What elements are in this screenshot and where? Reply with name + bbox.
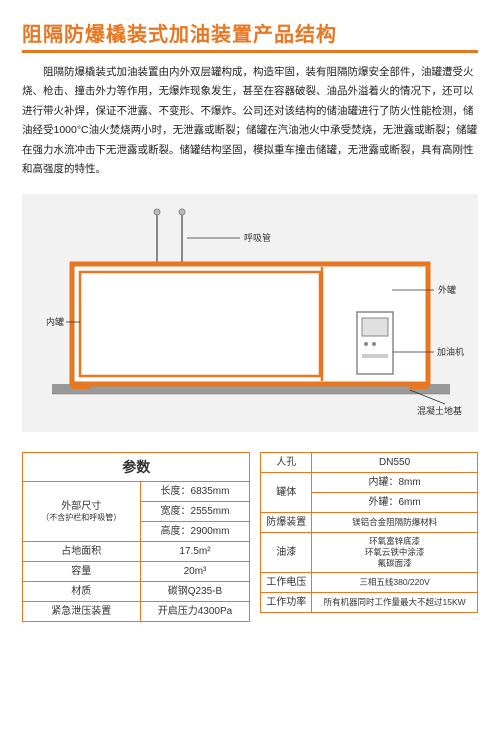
- cell: 工作电压: [261, 572, 312, 592]
- title-underline: [22, 50, 478, 53]
- page-title: 阻隔防爆橇装式加油装置产品结构: [22, 18, 478, 47]
- cell: 紧急泄压装置: [23, 601, 141, 621]
- cell: 高度：: [161, 526, 191, 537]
- left-spec-table: 参数 外部尺寸 （不含护栏和呼吸管） 长度：6835mm 宽度：2555mm 高…: [22, 452, 250, 622]
- cell: 环氧富锌底漆 环氧云铁中涂漆 氟碳面漆: [312, 532, 478, 572]
- cell: 长度：: [161, 486, 191, 497]
- param-header: 参数: [23, 452, 250, 481]
- cell: 8mm: [398, 477, 420, 488]
- cell: 6835mm: [191, 486, 230, 497]
- cell: 碳钢Q235-B: [140, 581, 250, 601]
- cell: 宽度：: [161, 506, 191, 517]
- cell: 内罐：: [368, 477, 398, 488]
- spec-tables: 参数 外部尺寸 （不含护栏和呼吸管） 长度：6835mm 宽度：2555mm 高…: [22, 452, 478, 622]
- label-inner: 内罐: [46, 316, 64, 327]
- cell: 镁铝合金阻隔防爆材料: [312, 512, 478, 532]
- cell: 开启压力4300Pa: [140, 601, 250, 621]
- body-paragraph: 阻隔防爆橇装式加油装置由内外双层罐构成，构造牢固，装有阻隔防爆安全部件，油罐遭受…: [22, 63, 478, 180]
- right-spec-table: 人孔DN550 罐体 内罐：8mm 外罐：6mm 防爆装置镁铝合金阻隔防爆材料 …: [260, 452, 478, 613]
- cell: 容量: [23, 561, 141, 581]
- cell: 所有机器同时工作量最大不超过15KW: [312, 592, 478, 612]
- label-foundation: 混凝土地基: [417, 405, 462, 416]
- cell: 罐体: [261, 472, 312, 512]
- cell: 占地面积: [23, 541, 141, 561]
- cell: 三相五线380/220V: [312, 572, 478, 592]
- cell: 工作功率: [261, 592, 312, 612]
- cell: 17.5m²: [140, 541, 250, 561]
- label-breather: 呼吸管: [244, 232, 271, 243]
- label-outer-size-sub: （不含护栏和呼吸管）: [25, 513, 138, 523]
- cell: 2555mm: [191, 506, 230, 517]
- label-outer: 外罐: [438, 284, 456, 295]
- cell: 人孔: [261, 452, 312, 472]
- cell: 外罐：: [368, 497, 398, 508]
- cell: 材质: [23, 581, 141, 601]
- cell: 防爆装置: [261, 512, 312, 532]
- dispenser-icon: [357, 312, 393, 374]
- label-outer-size: 外部尺寸: [61, 501, 101, 512]
- cell: 20m³: [140, 561, 250, 581]
- cell: DN550: [312, 452, 478, 472]
- cell: 油漆: [261, 532, 312, 572]
- cell: 6mm: [398, 497, 420, 508]
- cell: 2900mm: [191, 526, 230, 537]
- label-dispenser: 加油机: [437, 346, 464, 357]
- product-diagram: 呼吸管 混凝土地基: [22, 194, 478, 432]
